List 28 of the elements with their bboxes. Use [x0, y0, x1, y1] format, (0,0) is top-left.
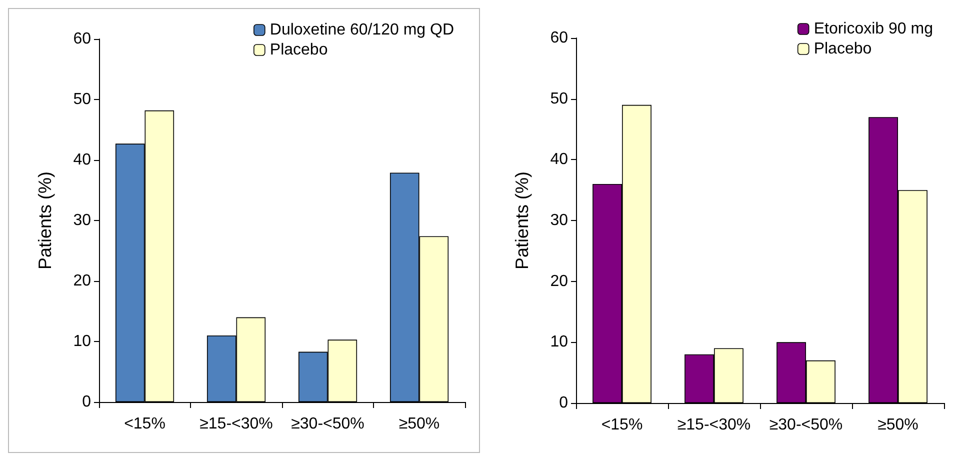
y-tick-label: 0 — [82, 394, 92, 410]
y-axis-title: Patients (%) — [512, 171, 532, 270]
y-tick-label: 10 — [73, 333, 92, 350]
x-tick-label: ≥30-<50% — [769, 416, 843, 434]
y-tick-label: 20 — [550, 272, 568, 290]
y-tick-label: 40 — [73, 152, 92, 168]
y-tick-label: 60 — [550, 30, 568, 46]
legend-label: Duloxetine 60/120 mg QD — [270, 22, 454, 38]
x-tick-label: ≥50% — [878, 416, 918, 434]
x-tick-label: <15% — [601, 416, 643, 434]
x-tick-label: ≥30-<50% — [291, 416, 364, 432]
legend-label: Etoricoxib 90 mg — [814, 20, 934, 38]
y-tick-label: 30 — [73, 212, 92, 229]
y-tick-label: 30 — [550, 212, 568, 229]
y-axis-title: Patients (%) — [35, 171, 55, 270]
y-tick-label: 40 — [550, 151, 568, 168]
legend-label: Placebo — [270, 42, 328, 58]
x-tick-label: ≥15-<30% — [200, 416, 273, 432]
y-tick-label: 20 — [73, 272, 92, 290]
x-tick-label: ≥50% — [398, 416, 440, 432]
y-tick-label: 0 — [559, 394, 568, 412]
x-tick-label: ≥15-<30% — [677, 416, 751, 434]
y-tick-label: 10 — [550, 334, 568, 351]
y-tick-label: 60 — [73, 30, 92, 48]
y-tick-label: 50 — [73, 91, 92, 108]
legend-label: Placebo — [814, 40, 872, 58]
y-tick-label: 50 — [550, 90, 568, 108]
x-tick-label: <15% — [124, 416, 166, 432]
